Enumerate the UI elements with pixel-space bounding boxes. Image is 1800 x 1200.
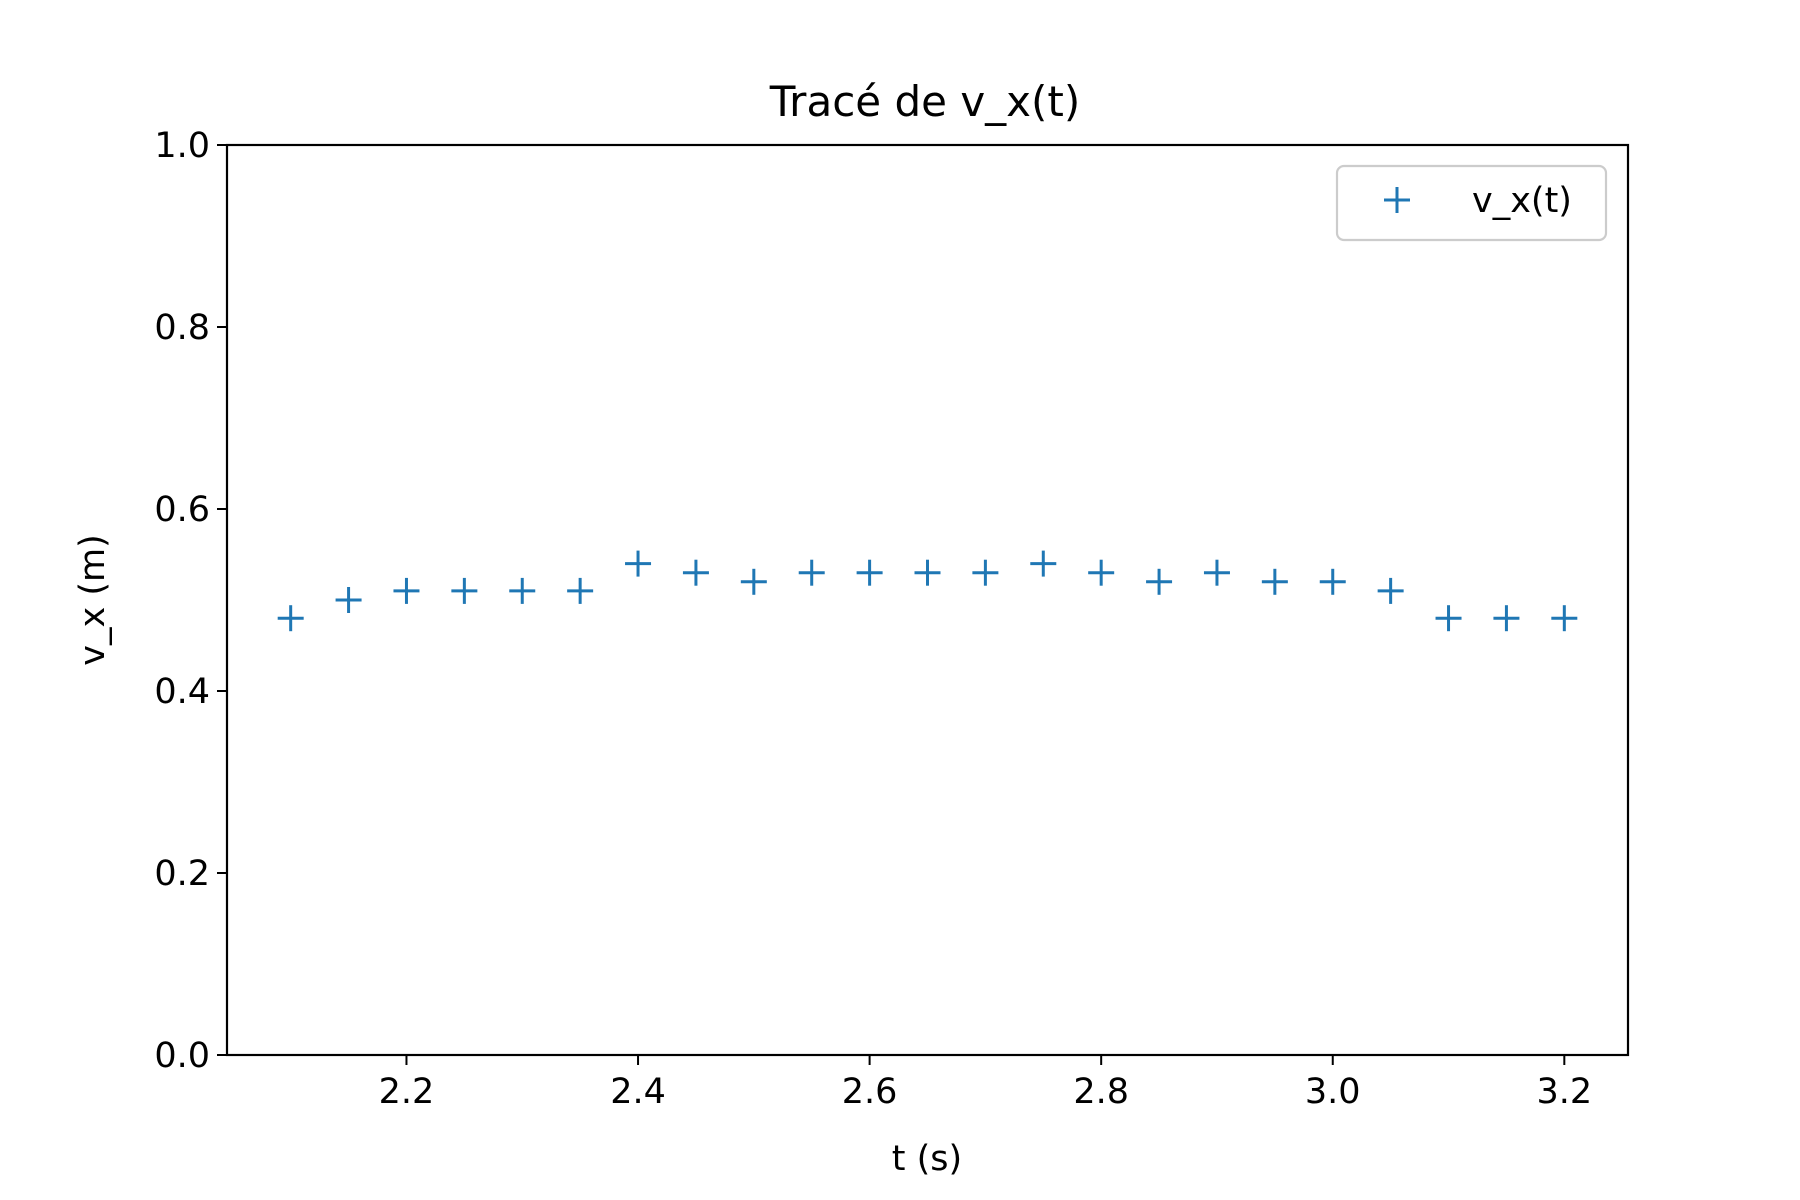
data-point [682, 559, 709, 586]
y-tick-label: 0.0 [154, 1036, 210, 1076]
data-point [914, 559, 941, 586]
plot-area [277, 550, 1578, 632]
legend-box [1335, 164, 1608, 242]
data-point [625, 550, 652, 577]
y-tick-label: 0.6 [154, 490, 210, 530]
y-tick-label: 0.2 [154, 854, 210, 894]
data-point [1435, 605, 1462, 632]
x-tick-label: 2.2 [379, 1072, 435, 1112]
data-point [798, 559, 825, 586]
data-point [1551, 605, 1578, 632]
data-point [567, 577, 594, 604]
data-point [1319, 568, 1346, 595]
x-axis: 2.2 2.4 2.6 2.8 3.0 3.2 [379, 1055, 1592, 1112]
plot-frame [225, 143, 1630, 1057]
y-axis: 0.0 0.2 0.4 0.6 0.8 1.0 [154, 126, 227, 1076]
y-tick-label: 0.4 [154, 672, 210, 712]
y-tick-label: 0.8 [154, 308, 210, 348]
data-point [1203, 559, 1230, 586]
y-tick-label: 1.0 [154, 126, 210, 166]
data-point [856, 559, 883, 586]
data-point [509, 577, 536, 604]
data-point [1261, 568, 1288, 595]
legend: v_x(t) [1335, 164, 1608, 242]
data-point [451, 577, 478, 604]
data-point [1377, 577, 1404, 604]
x-tick-label: 2.4 [610, 1072, 666, 1112]
data-point [1030, 550, 1057, 577]
x-tick-label: 3.2 [1536, 1072, 1592, 1112]
x-tick-label: 3.0 [1305, 1072, 1361, 1112]
data-point [740, 568, 767, 595]
data-point [335, 587, 362, 613]
x-axis-label: t (s) [892, 1139, 962, 1179]
legend-marker-icon [1384, 187, 1410, 213]
legend-label: v_x(t) [1472, 181, 1572, 221]
x-tick-label: 2.6 [842, 1072, 898, 1112]
x-tick-label: 2.8 [1073, 1072, 1129, 1112]
data-point [277, 605, 304, 632]
data-point [1493, 605, 1520, 632]
data-point [1146, 568, 1173, 595]
data-point [972, 559, 999, 586]
chart-title: Tracé de v_x(t) [769, 77, 1081, 126]
y-axis-label: v_x (m) [73, 534, 113, 665]
data-point [393, 577, 420, 604]
data-point [1088, 559, 1115, 586]
